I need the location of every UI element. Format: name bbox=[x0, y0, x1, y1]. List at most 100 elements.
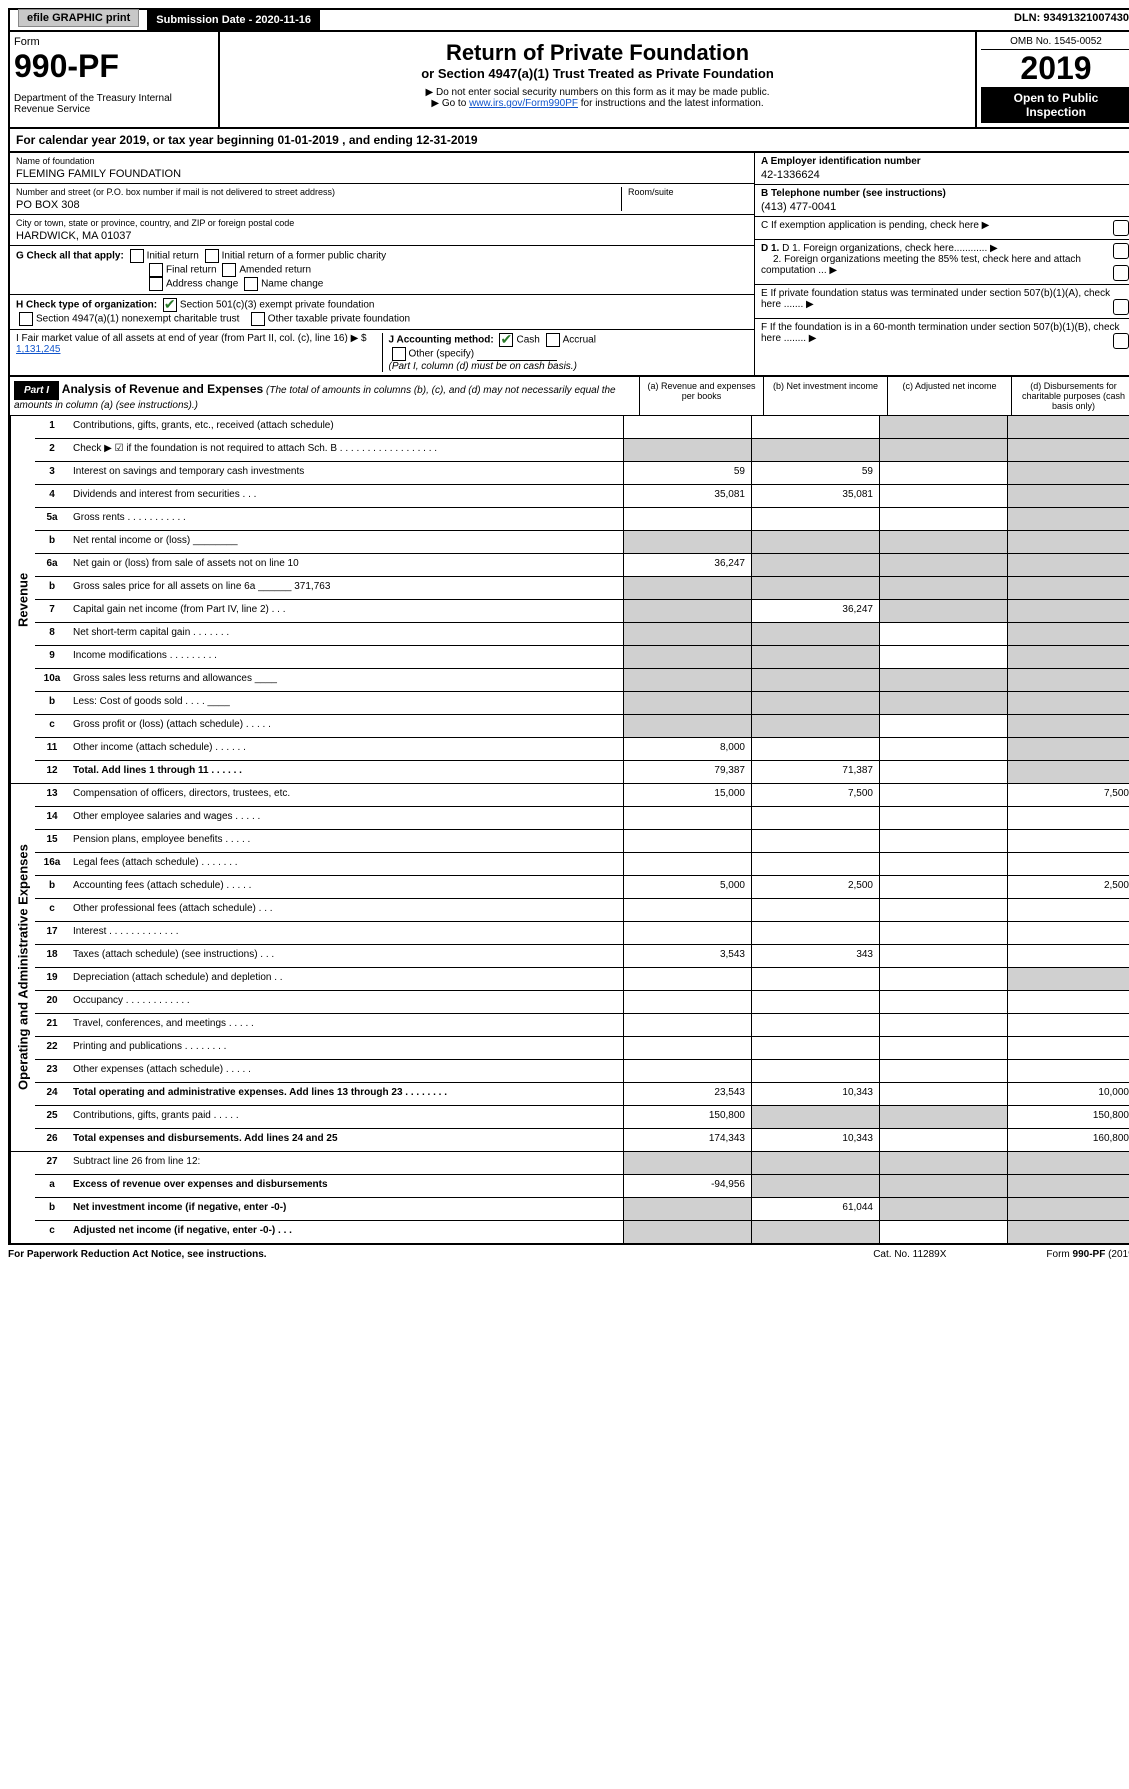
cell-value bbox=[879, 508, 1007, 530]
cell-value: 343 bbox=[751, 945, 879, 967]
4947-checkbox[interactable] bbox=[19, 312, 33, 326]
cell-value: 59 bbox=[751, 462, 879, 484]
cell-value bbox=[751, 1152, 879, 1174]
cell-value bbox=[1007, 531, 1129, 553]
cell-value: 35,081 bbox=[751, 485, 879, 507]
cell-value: 174,343 bbox=[623, 1129, 751, 1151]
cell-value bbox=[1007, 1221, 1129, 1243]
row-number: 12 bbox=[35, 761, 69, 783]
tax-year: 2019 bbox=[981, 50, 1129, 87]
cell-value bbox=[751, 807, 879, 829]
cell-value bbox=[1007, 945, 1129, 967]
g-check-cell: G Check all that apply: Initial return I… bbox=[10, 246, 754, 295]
footer-left: For Paperwork Reduction Act Notice, see … bbox=[8, 1249, 873, 1260]
open-public: Open to Public Inspection bbox=[981, 87, 1129, 123]
f-checkbox[interactable] bbox=[1113, 333, 1129, 349]
cell-value bbox=[879, 784, 1007, 806]
cell-value bbox=[879, 462, 1007, 484]
cell-value bbox=[879, 669, 1007, 691]
row-description: Accounting fees (attach schedule) . . . … bbox=[69, 876, 623, 898]
cell-value bbox=[879, 738, 1007, 760]
table-row: 8Net short-term capital gain . . . . . .… bbox=[35, 623, 1129, 646]
row-description: Gross sales less returns and allowances … bbox=[69, 669, 623, 691]
irs-link[interactable]: www.irs.gov/Form990PF bbox=[469, 98, 578, 109]
row-number: 14 bbox=[35, 807, 69, 829]
row-description: Contributions, gifts, grants paid . . . … bbox=[69, 1106, 623, 1128]
part1-label: Part I bbox=[14, 381, 59, 400]
row-number: 23 bbox=[35, 1060, 69, 1082]
page-footer: For Paperwork Reduction Act Notice, see … bbox=[8, 1249, 1129, 1260]
final-checkbox[interactable] bbox=[149, 263, 163, 277]
part1-title-cell: Part I Analysis of Revenue and Expenses … bbox=[10, 377, 640, 415]
table-row: 15Pension plans, employee benefits . . .… bbox=[35, 830, 1129, 853]
cell-value bbox=[623, 600, 751, 622]
row-number: 10a bbox=[35, 669, 69, 691]
cell-value bbox=[1007, 416, 1129, 438]
cell-value bbox=[879, 600, 1007, 622]
cell-value: 3,543 bbox=[623, 945, 751, 967]
other-taxable-checkbox[interactable] bbox=[251, 312, 265, 326]
row-description: Total expenses and disbursements. Add li… bbox=[69, 1129, 623, 1151]
cell-value: 160,800 bbox=[1007, 1129, 1129, 1151]
row-number: 13 bbox=[35, 784, 69, 806]
cell-value bbox=[879, 692, 1007, 714]
d2-checkbox[interactable] bbox=[1113, 265, 1129, 281]
table-row: 22Printing and publications . . . . . . … bbox=[35, 1037, 1129, 1060]
row-description: Printing and publications . . . . . . . … bbox=[69, 1037, 623, 1059]
efile-button[interactable]: efile GRAPHIC print bbox=[18, 9, 139, 27]
cell-value bbox=[623, 991, 751, 1013]
other-spec-checkbox[interactable] bbox=[392, 347, 406, 361]
row-number: 17 bbox=[35, 922, 69, 944]
cell-value bbox=[751, 1106, 879, 1128]
cell-value: 10,000 bbox=[1007, 1083, 1129, 1105]
row-description: Taxes (attach schedule) (see instruction… bbox=[69, 945, 623, 967]
cell-value bbox=[623, 922, 751, 944]
f-cell: F If the foundation is in a 60-month ter… bbox=[755, 319, 1129, 352]
part1-title: Analysis of Revenue and Expenses bbox=[62, 382, 263, 396]
cell-value bbox=[623, 508, 751, 530]
cell-value: 59 bbox=[623, 462, 751, 484]
row-number: 25 bbox=[35, 1106, 69, 1128]
cash-checkbox[interactable] bbox=[499, 333, 513, 347]
addr-change-checkbox[interactable] bbox=[149, 277, 163, 291]
cell-value: 71,387 bbox=[751, 761, 879, 783]
name-change-checkbox[interactable] bbox=[244, 277, 258, 291]
col-a-header: (a) Revenue and expenses per books bbox=[640, 377, 764, 415]
info-left: Name of foundation FLEMING FAMILY FOUNDA… bbox=[10, 153, 754, 375]
501c3-checkbox[interactable] bbox=[163, 298, 177, 312]
amended-checkbox[interactable] bbox=[222, 263, 236, 277]
initial-checkbox[interactable] bbox=[130, 249, 144, 263]
table-row: 3Interest on savings and temporary cash … bbox=[35, 462, 1129, 485]
cell-value bbox=[751, 623, 879, 645]
d1-checkbox[interactable] bbox=[1113, 243, 1129, 259]
cell-value bbox=[751, 577, 879, 599]
row-number: 3 bbox=[35, 462, 69, 484]
form-title: Return of Private Foundation bbox=[228, 40, 967, 66]
accrual-checkbox[interactable] bbox=[546, 333, 560, 347]
cell-value bbox=[1007, 1060, 1129, 1082]
cell-value bbox=[751, 715, 879, 737]
c-checkbox[interactable] bbox=[1113, 220, 1129, 236]
phone-label: B Telephone number (see instructions) bbox=[761, 188, 946, 199]
cell-value bbox=[879, 1129, 1007, 1151]
cell-value bbox=[1007, 646, 1129, 668]
city: HARDWICK, MA 01037 bbox=[16, 230, 748, 242]
cell-value: -94,956 bbox=[623, 1175, 751, 1197]
row-number: c bbox=[35, 1221, 69, 1243]
i-label: I Fair market value of all assets at end… bbox=[16, 333, 367, 344]
i-value[interactable]: 1,131,245 bbox=[16, 344, 61, 355]
row-number: c bbox=[35, 715, 69, 737]
ein-label: A Employer identification number bbox=[761, 156, 921, 167]
row-number: 21 bbox=[35, 1014, 69, 1036]
row-description: Adjusted net income (if negative, enter … bbox=[69, 1221, 623, 1243]
row-description: Dividends and interest from securities .… bbox=[69, 485, 623, 507]
row-number: b bbox=[35, 876, 69, 898]
row-description: Other expenses (attach schedule) . . . .… bbox=[69, 1060, 623, 1082]
e-checkbox[interactable] bbox=[1113, 299, 1129, 315]
initial-former-checkbox[interactable] bbox=[205, 249, 219, 263]
cell-value bbox=[1007, 922, 1129, 944]
cell-value bbox=[879, 945, 1007, 967]
cell-value bbox=[879, 554, 1007, 576]
cell-value bbox=[879, 899, 1007, 921]
row-description: Net gain or (loss) from sale of assets n… bbox=[69, 554, 623, 576]
